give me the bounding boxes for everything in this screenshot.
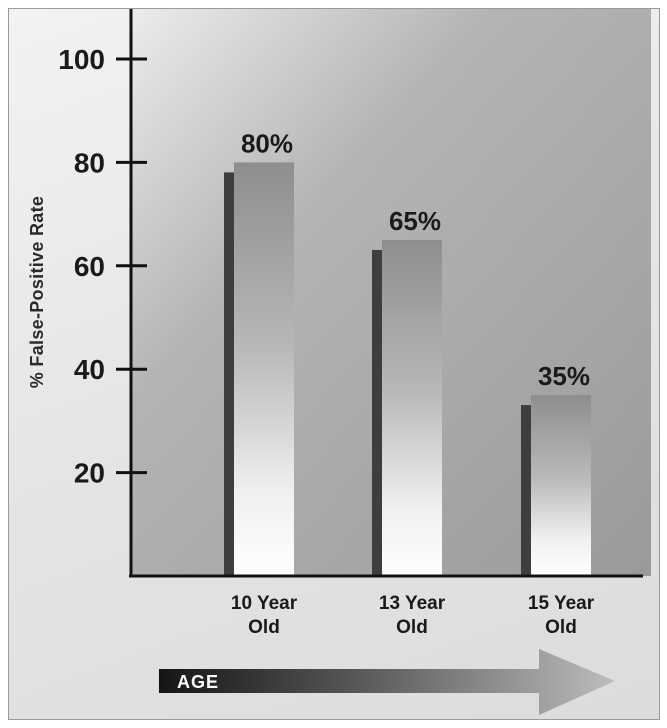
bar-shadow [372,249,382,576]
data-label: 35% [538,361,590,391]
age-arrow-label: AGE [177,672,219,692]
bar-shadow [224,172,234,576]
x-category-label: Old [248,617,280,638]
data-label: 65% [389,206,441,236]
age-arrow: AGE [159,649,615,715]
x-category-label: 13 Year [379,593,446,614]
bar-chart: 80% 65% 35% 20 40 60 80 100 10 Year Old 13 Year O… [27,9,651,715]
data-label-group: 80% 65% 35% [241,128,590,391]
x-category-label: Old [396,617,428,638]
y-axis-ticks: 20 40 60 80 100 [58,44,147,489]
x-axis-labels: 10 Year Old 13 Year Old 15 Year Old [231,593,595,638]
y-axis-title: % False-Positive Rate [27,196,47,388]
bar [234,162,294,576]
bar [382,239,442,576]
y-tick-label: 100 [58,44,105,75]
chart-frame: 80% 65% 35% 20 40 60 80 100 10 Year Old 13 Year O… [8,8,660,720]
y-tick-label: 20 [74,458,105,489]
age-arrow-shape [159,649,615,715]
y-tick-label: 80 [74,147,105,178]
bar-shadow [521,405,531,576]
x-category-label: 15 Year [528,593,595,614]
y-tick-label: 60 [74,251,105,282]
x-category-label: 10 Year [231,593,298,614]
bar [531,395,591,576]
data-label: 80% [241,128,293,158]
bar-group [224,162,591,576]
x-category-label: Old [545,617,577,638]
y-tick-label: 40 [74,354,105,385]
